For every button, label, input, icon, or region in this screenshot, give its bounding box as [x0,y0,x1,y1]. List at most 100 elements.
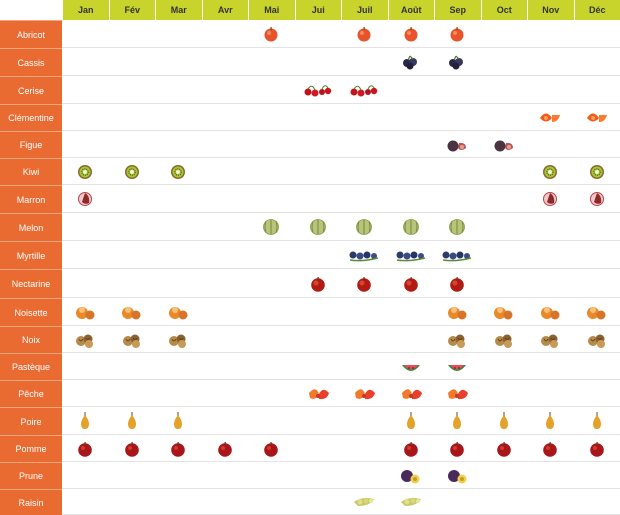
row-divider [62,130,620,131]
pear-icon [434,407,481,435]
fruit-row: Raisin [0,489,620,515]
chestnut-icon [527,185,574,213]
clementine-icon [574,104,620,131]
fruit-label: Pêche [0,380,62,407]
month-header: Fév [108,0,155,20]
fruit-row: Pêche [0,380,620,407]
month-header-row: Jan Fév Mar Avr Mai Jui Juil Août Sep Oct Nov Déc [0,0,620,20]
fruit-row: Pomme [0,435,620,462]
row-divider [62,406,620,407]
row-divider [62,297,620,298]
fruit-row: Cerise [0,76,620,104]
apple-icon [202,435,249,462]
apple-icon [481,435,528,462]
blackcurrant-icon [388,48,435,76]
row-divider [62,488,620,489]
row-divider [62,103,620,104]
fruit-label: Figue [0,131,62,158]
row-divider [62,240,620,241]
pear-icon [388,407,435,435]
fruit-label: Cassis [0,48,62,76]
apple-icon [434,435,481,462]
pear-icon [109,407,156,435]
kiwi-icon [62,158,109,185]
month-header: Juil [341,0,388,20]
nectarine-icon [341,269,388,298]
hazelnut-icon [527,298,574,326]
hazelnut-icon [109,298,156,326]
fruit-row: Kiwi [0,158,620,185]
chestnut-icon [62,185,109,213]
pear-icon [574,407,620,435]
row-divider [62,212,620,213]
month-header: Mar [155,0,202,20]
melon-icon [434,213,481,241]
watermelon-icon [434,353,481,380]
fruit-row: Nectarine [0,269,620,298]
fruit-row: Prune [0,462,620,489]
month-header: Jan [62,0,109,20]
row-divider [62,325,620,326]
row-divider [62,434,620,435]
melon-icon [388,213,435,241]
peach-icon [434,380,481,407]
kiwi-icon [527,158,574,185]
header-corner [0,0,62,20]
apricot-icon [341,20,388,48]
walnut-icon [62,326,109,353]
fruit-label: Noix [0,326,62,353]
fig-icon [434,131,481,158]
walnut-icon [109,326,156,353]
apricot-icon [248,20,295,48]
cherry-icon [341,76,388,104]
walnut-icon [434,326,481,353]
row-divider [62,268,620,269]
pear-icon [155,407,202,435]
fruit-row: Myrtille [0,241,620,269]
hazelnut-icon [574,298,620,326]
clementine-icon [527,104,574,131]
month-header: Avr [201,0,248,20]
month-header: Jui [294,0,341,20]
fruit-label: Abricot [0,20,62,48]
nectarine-icon [388,269,435,298]
fruit-row: Figue [0,131,620,158]
fruit-row: Pastèque [0,353,620,380]
peach-icon [295,380,342,407]
melon-icon [341,213,388,241]
month-header: Sep [434,0,481,20]
apple-icon [527,435,574,462]
pear-icon [62,407,109,435]
melon-icon [248,213,295,241]
fig-icon [481,131,528,158]
fruit-label: Noisette [0,298,62,326]
nectarine-icon [434,269,481,298]
peach-icon [341,380,388,407]
cherry-icon [295,76,342,104]
month-header: Août [387,0,434,20]
blueberry-icon [341,241,388,269]
plum-icon [388,462,435,489]
fruit-label: Clémentine [0,104,62,131]
row-divider [62,47,620,48]
row-divider [62,75,620,76]
kiwi-icon [109,158,156,185]
month-header: Nov [527,0,574,20]
walnut-icon [155,326,202,353]
kiwi-icon [155,158,202,185]
row-divider [62,461,620,462]
fruit-row: Noix [0,326,620,353]
row-divider [62,157,620,158]
apple-icon [109,435,156,462]
watermelon-icon [388,353,435,380]
fruit-label: Marron [0,185,62,213]
blackcurrant-icon [434,48,481,76]
fruit-row: Cassis [0,48,620,76]
blueberry-icon [388,241,435,269]
plum-icon [434,462,481,489]
month-header: Mai [248,0,295,20]
apple-icon [248,435,295,462]
chestnut-icon [574,185,620,213]
apple-icon [62,435,109,462]
